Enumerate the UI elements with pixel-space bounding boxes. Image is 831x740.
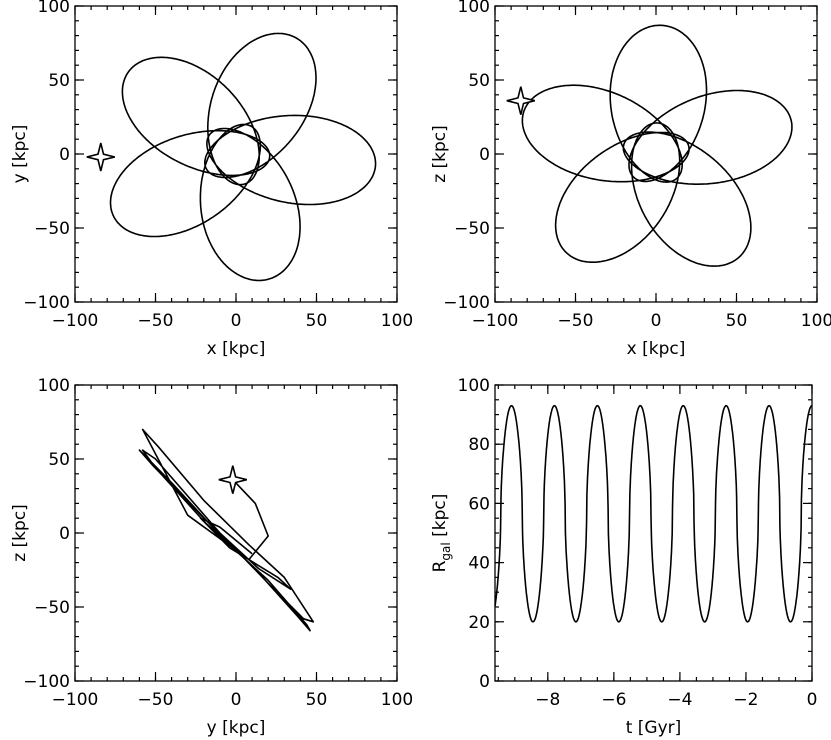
orbit-series-1 xyxy=(521,24,793,267)
x-tick-label: 100 xyxy=(381,311,413,331)
x-tick-label: −50 xyxy=(138,690,174,710)
y-tick-label: −50 xyxy=(34,598,70,618)
x-tick-label: 0 xyxy=(231,690,242,710)
plot-frame xyxy=(74,5,398,303)
panel-2: −100 −50 0 50 100 −100 −50 0 50 100 x [kpc] z [kpc] xyxy=(430,0,831,359)
y-tick-label: 50 xyxy=(468,71,490,91)
y-tick-label: 0 xyxy=(59,524,70,544)
x-axis-label: x [kpc] xyxy=(207,339,266,359)
x-tick-label: −4 xyxy=(667,690,692,710)
x-axis-label: x [kpc] xyxy=(627,339,686,359)
x-tick-label: −50 xyxy=(138,311,174,331)
y-tick-label: 100 xyxy=(458,0,490,17)
x-axis-label: t [Gyr] xyxy=(626,718,682,738)
x-tick-label: 50 xyxy=(306,311,328,331)
panel-1: −100 −50 0 50 100 −100 −50 0 50 100 x [kpc] y [kpc] xyxy=(10,0,413,359)
y-tick-label: −100 xyxy=(23,293,70,313)
y-tick-label: 40 xyxy=(468,554,490,574)
x-tick-label: 0 xyxy=(651,311,662,331)
y-tick-label: 20 xyxy=(468,613,490,633)
x-tick-label: −100 xyxy=(52,311,99,331)
y-tick-label: 80 xyxy=(468,435,490,455)
x-tick-label: 0 xyxy=(807,690,818,710)
y-tick-label: 50 xyxy=(48,71,70,91)
x-tick-label: −100 xyxy=(52,690,99,710)
x-tick-label: 50 xyxy=(726,311,748,331)
x-tick-label: −100 xyxy=(472,311,519,331)
y-tick-label: 100 xyxy=(458,376,490,396)
y-tick-label: −50 xyxy=(454,219,490,239)
y-tick-label: 0 xyxy=(479,672,490,692)
y-axis-label: z [kpc] xyxy=(430,125,450,183)
x-tick-label: −50 xyxy=(558,311,594,331)
y-tick-label: 60 xyxy=(468,494,490,514)
x-tick-label: 100 xyxy=(381,690,413,710)
y-axis-label: z [kpc] xyxy=(10,504,30,562)
x-axis-label: y [kpc] xyxy=(207,718,266,738)
orbit-series-1 xyxy=(138,428,315,632)
x-tick-label: −8 xyxy=(535,690,560,710)
panel-4: −8 −6 −4 −2 0 0 20 40 60 80 100 t [Gyr] Rgal [kpc] xyxy=(430,376,817,738)
orbit-series-1 xyxy=(494,404,813,623)
start-marker-icon xyxy=(218,465,247,494)
y-axis-label: y [kpc] xyxy=(10,125,30,184)
x-tick-label: 0 xyxy=(231,311,242,331)
y-tick-label: 0 xyxy=(479,145,490,165)
y-tick-label: 0 xyxy=(59,145,70,165)
x-tick-label: −2 xyxy=(733,690,758,710)
panel-3: −100 −50 0 50 100 −100 −50 0 50 100 y [kpc] z [kpc] xyxy=(10,376,413,738)
y-tick-label: 100 xyxy=(38,0,70,17)
plot-frame xyxy=(494,5,818,303)
y-tick-label: −100 xyxy=(23,672,70,692)
plot-frame xyxy=(494,384,813,682)
y-tick-label: 100 xyxy=(38,376,70,396)
y-tick-label: −50 xyxy=(34,219,70,239)
start-marker-icon xyxy=(86,142,115,172)
x-tick-label: −6 xyxy=(601,690,626,710)
y-axis-label: Rgal [kpc] xyxy=(430,494,453,573)
y-tick-label: 50 xyxy=(48,450,70,470)
x-tick-label: 50 xyxy=(306,690,328,710)
x-tick-label: 100 xyxy=(801,311,831,331)
y-tick-label: −100 xyxy=(443,293,490,313)
start-marker-icon xyxy=(506,86,535,115)
orbit-series-1 xyxy=(109,32,377,282)
